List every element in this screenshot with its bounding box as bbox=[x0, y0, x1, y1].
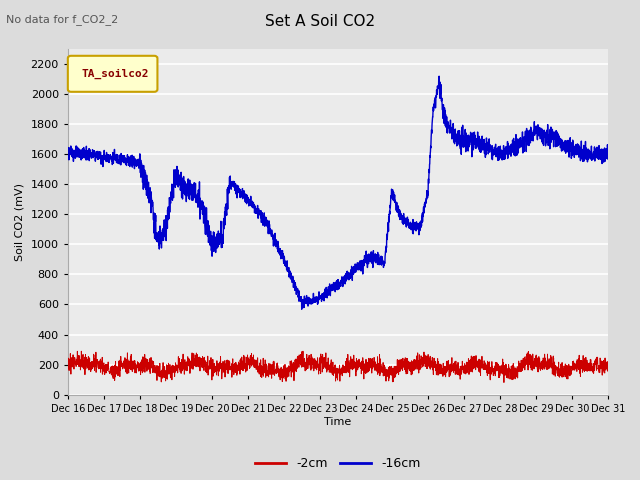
Y-axis label: Soil CO2 (mV): Soil CO2 (mV) bbox=[15, 183, 25, 261]
X-axis label: Time: Time bbox=[324, 417, 351, 427]
Legend: -2cm, -16cm: -2cm, -16cm bbox=[250, 452, 426, 475]
Text: TA_soilco2: TA_soilco2 bbox=[81, 69, 148, 79]
Text: Set A Soil CO2: Set A Soil CO2 bbox=[265, 14, 375, 29]
Text: No data for f_CO2_2: No data for f_CO2_2 bbox=[6, 14, 118, 25]
